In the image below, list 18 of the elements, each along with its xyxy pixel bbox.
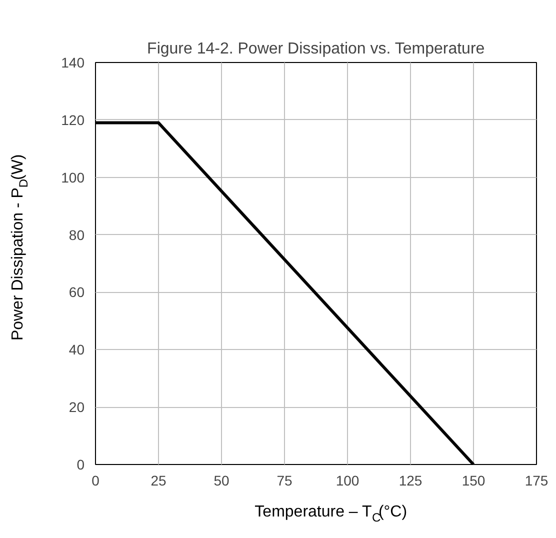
x-tick-label: 125 [398, 472, 422, 488]
y-tick-label: 80 [68, 226, 85, 243]
y-tick-label: 140 [61, 54, 85, 70]
y-tick-label: 40 [68, 342, 85, 358]
y-tick-label: 120 [61, 112, 85, 128]
y-tick-label: 60 [68, 284, 85, 300]
x-tick-label: 0 [92, 472, 100, 488]
x-tick-label: 25 [150, 472, 166, 488]
x-tick-label: 100 [336, 472, 360, 488]
y-tick-label: 0 [76, 456, 85, 472]
x-tick-label: 150 [462, 472, 486, 488]
x-tick-label: 50 [214, 472, 230, 488]
x-tick-label: 175 [524, 472, 548, 488]
y-tick-label: 100 [61, 169, 85, 186]
y-tick-label: 20 [68, 399, 85, 416]
chart-title: Figure 14-2. Power Dissipation vs. Temperature [147, 40, 485, 58]
x-tick-label: 75 [276, 472, 292, 488]
y-axis-title: Power Dissipation - PD(W) [10, 154, 30, 341]
